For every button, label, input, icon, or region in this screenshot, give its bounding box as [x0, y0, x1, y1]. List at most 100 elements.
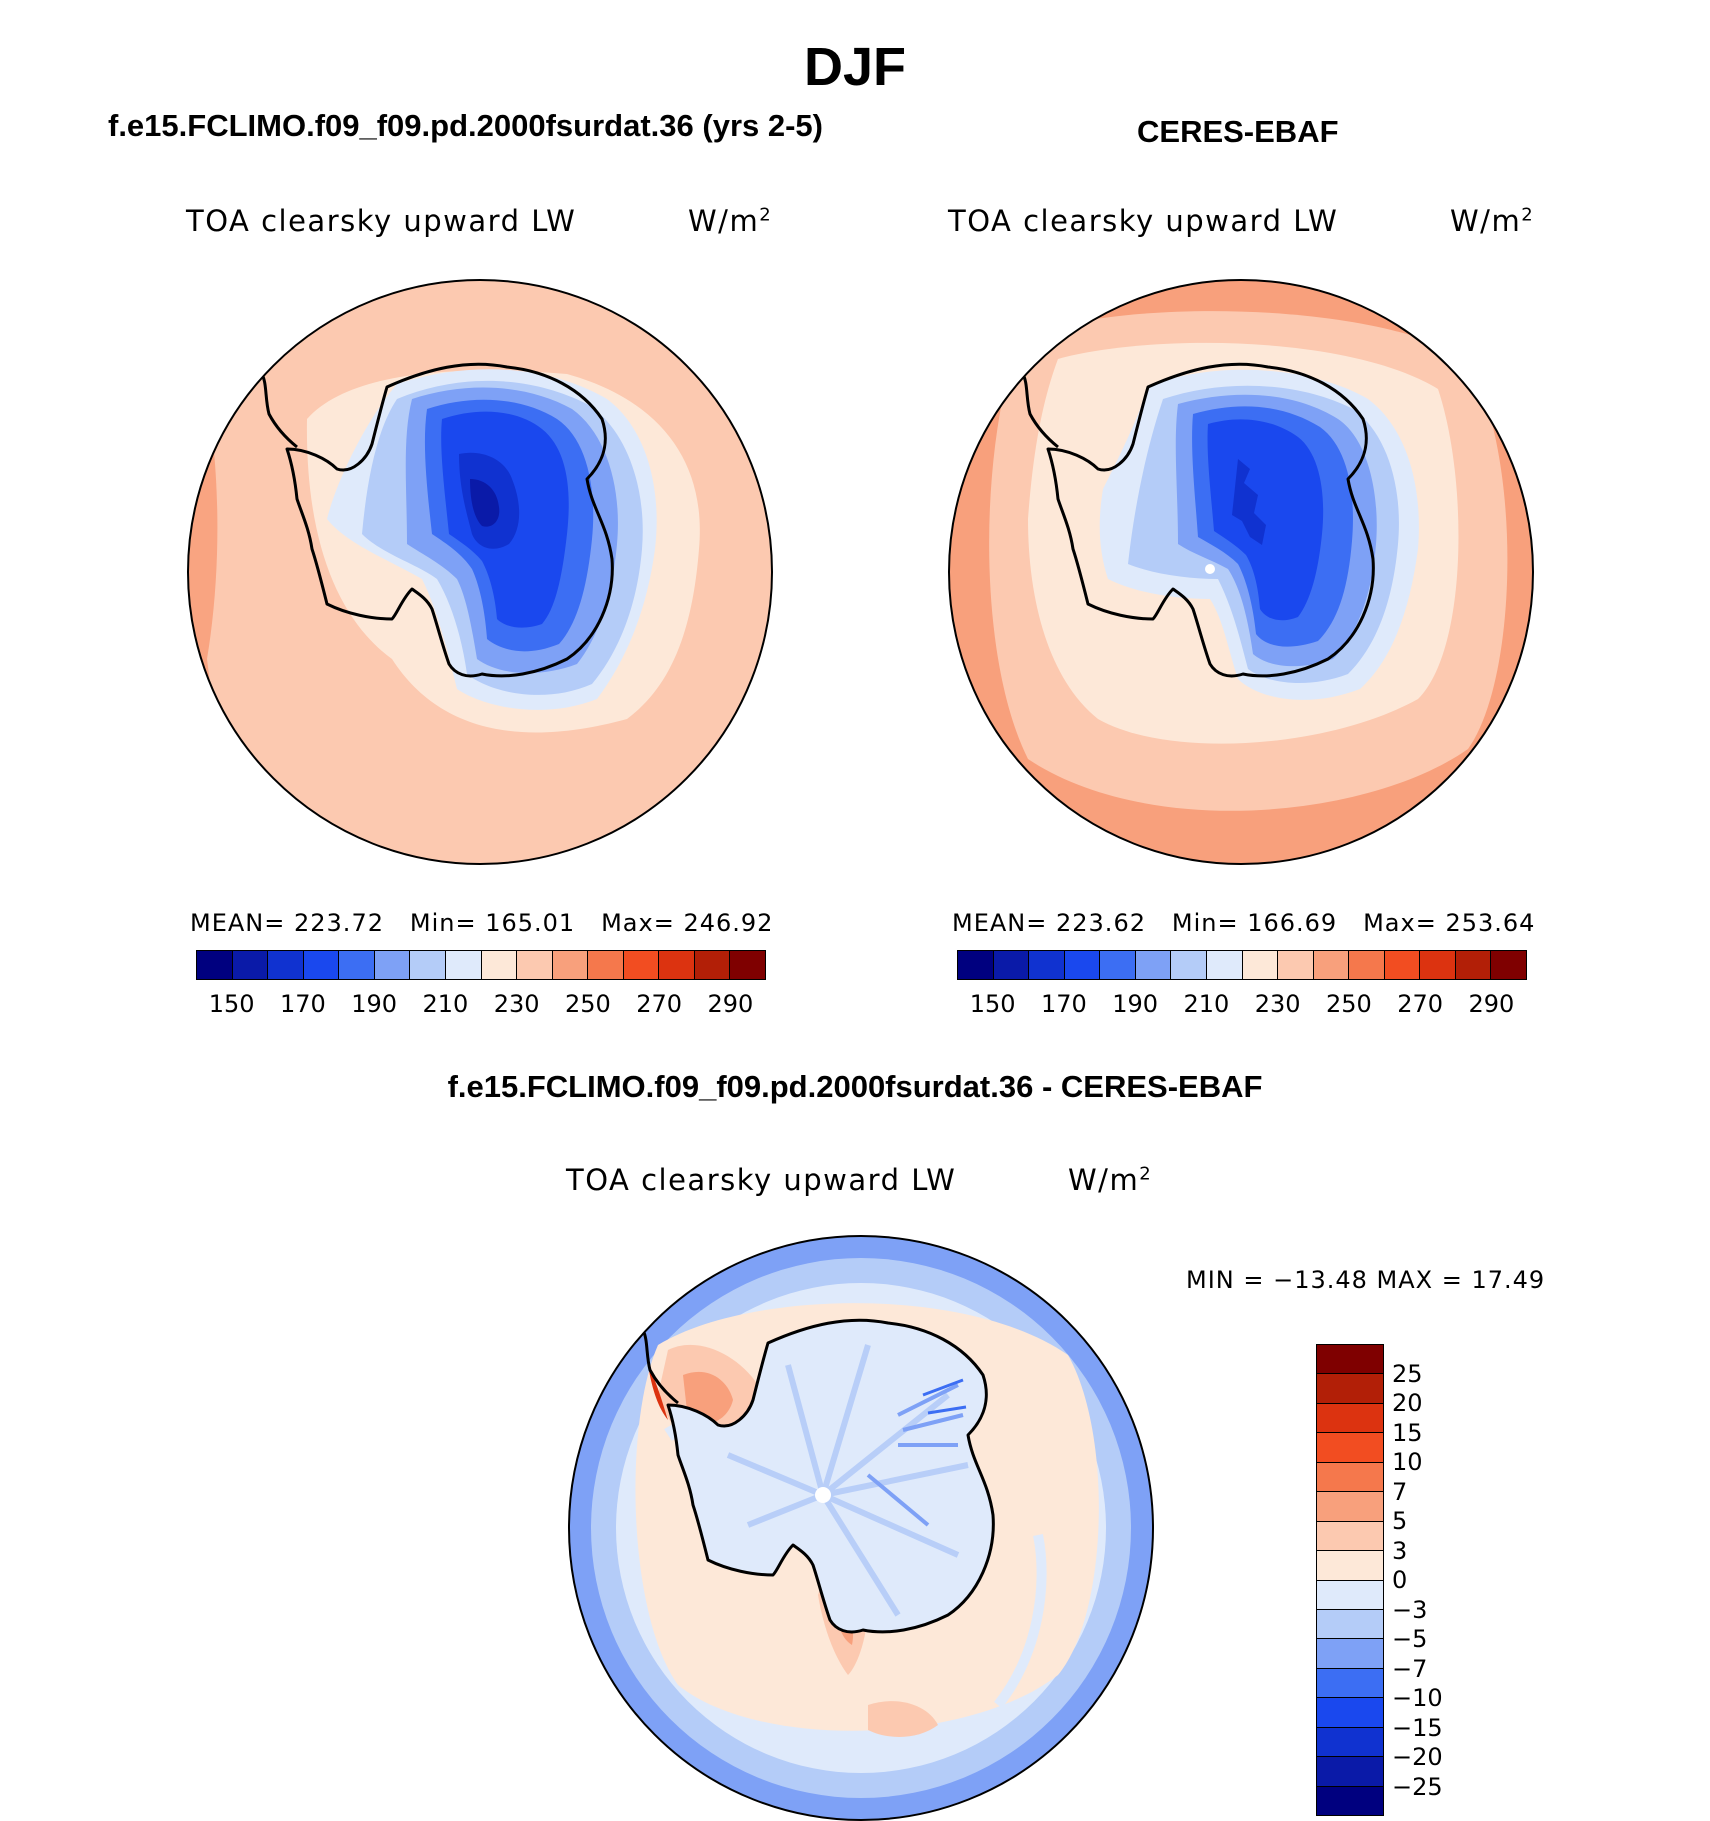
panel-obs-units: W/m2 [1450, 204, 1535, 238]
obs-cbar-swatch-15 [1491, 951, 1526, 979]
obs-cbar-tick-label: 190 [1112, 990, 1159, 1018]
model-cbar-swatch-4 [339, 951, 375, 979]
obs-cbar-tick-label: 270 [1397, 990, 1444, 1018]
model-cbar-swatch-8 [481, 951, 518, 979]
panel-diff-stats: MIN = −13.48 MAX = 17.49 [1186, 1266, 1546, 1294]
panel-obs-colorbar-ticks: 150 170 190 210 230 250 270 290 [957, 990, 1527, 1020]
panel-model-colorbar-ticks: 150 170 190 210 230 250 270 290 [196, 990, 766, 1020]
obs-cbar-tick-label: 230 [1254, 990, 1301, 1018]
obs-cbar-swatch-0 [958, 951, 994, 979]
diff-cbar-swatch-1 [1317, 1374, 1383, 1404]
panel-diff-header: f.e15.FCLIMO.f09_f09.pd.2000fsurdat.36 -… [447, 1069, 1263, 1104]
panel-obs-map [948, 279, 1534, 865]
panel-model-variable: TOA clearsky upward LW [186, 204, 577, 238]
panel-model-map [187, 279, 773, 865]
model-cbar-swatch-7 [445, 951, 482, 979]
model-cbar-swatch-2 [268, 951, 304, 979]
diff-cbar-tick-label: −25 [1392, 1772, 1443, 1801]
model-cbar-tick-label: 210 [422, 990, 469, 1018]
obs-cbar-swatch-2 [1029, 951, 1065, 979]
model-cbar-swatch-12 [623, 951, 660, 979]
diff-cbar-swatch-14 [1317, 1757, 1383, 1787]
model-cbar-swatch-10 [552, 951, 589, 979]
obs-cbar-swatch-14 [1455, 951, 1492, 979]
model-cbar-swatch-3 [303, 951, 340, 979]
panel-obs-colorbar [957, 950, 1527, 980]
diff-cbar-swatch-13 [1317, 1727, 1383, 1758]
obs-cbar-swatch-7 [1206, 951, 1243, 979]
panel-obs-variable: TOA clearsky upward LW [948, 204, 1339, 238]
model-cbar-tick-label: 150 [208, 990, 255, 1018]
diff-cbar-tick-label: 3 [1392, 1536, 1408, 1565]
diff-cbar-tick-label: 7 [1392, 1477, 1408, 1506]
diff-cbar-tick-label: −5 [1392, 1625, 1428, 1653]
model-cbar-tick-label: 250 [564, 990, 611, 1018]
diff-cbar-tick-label: −15 [1392, 1713, 1443, 1742]
diff-cbar-swatch-4 [1317, 1462, 1383, 1493]
obs-cbar-swatch-13 [1420, 951, 1456, 979]
diff-cbar-tick-label: −10 [1392, 1684, 1443, 1712]
diff-cbar-swatch-6 [1317, 1521, 1383, 1552]
diff-cbar-swatch-0 [1317, 1345, 1383, 1375]
model-cbar-tick-label: 190 [351, 990, 398, 1018]
model-cbar-swatch-1 [232, 951, 269, 979]
diff-cbar-tick-label: −7 [1392, 1654, 1428, 1683]
model-cbar-swatch-14 [694, 951, 731, 979]
obs-cbar-swatch-8 [1242, 951, 1279, 979]
panel-obs-stats: MEAN= 223.62 Min= 166.69 Max= 253.64 [952, 909, 1536, 937]
panel-diff-colorbar-ticks: 25 20 15 10 7 5 3 0 −3 −5 −7 −10 −15 −20 −25 [1392, 1344, 1482, 1816]
diff-cbar-swatch-2 [1317, 1403, 1383, 1434]
panel-diff-map [568, 1235, 1154, 1821]
model-cbar-swatch-9 [517, 951, 553, 979]
model-cbar-tick-label: 290 [707, 990, 754, 1018]
obs-cbar-tick-label: 210 [1183, 990, 1230, 1018]
model-cbar-swatch-5 [374, 951, 411, 979]
panel-obs-header: CERES-EBAF [1137, 114, 1339, 149]
panel-diff-units: W/m2 [1068, 1163, 1153, 1197]
obs-cbar-swatch-10 [1313, 951, 1350, 979]
diff-cbar-tick-label: 10 [1392, 1448, 1423, 1476]
diff-cbar-swatch-11 [1317, 1668, 1383, 1699]
obs-cbar-swatch-5 [1135, 951, 1172, 979]
obs-cbar-tick-label: 290 [1468, 990, 1515, 1018]
diff-cbar-swatch-3 [1317, 1433, 1383, 1463]
panel-diff-colorbar [1316, 1344, 1384, 1816]
obs-cbar-swatch-3 [1064, 951, 1101, 979]
figure-title: DJF [803, 37, 906, 97]
obs-cbar-swatch-6 [1171, 951, 1207, 979]
diff-cbar-swatch-8 [1317, 1580, 1383, 1610]
obs-cbar-tick-label: 250 [1325, 990, 1372, 1018]
diff-cbar-swatch-15 [1317, 1786, 1383, 1815]
obs-cbar-swatch-4 [1100, 951, 1136, 979]
obs-cbar-tick-label: 170 [1040, 990, 1087, 1018]
model-cbar-swatch-15 [730, 951, 765, 979]
model-cbar-swatch-6 [410, 951, 446, 979]
model-cbar-swatch-11 [588, 951, 624, 979]
panel-diff-variable: TOA clearsky upward LW [566, 1163, 957, 1197]
obs-cbar-swatch-9 [1278, 951, 1314, 979]
panel-model-units: W/m2 [688, 204, 773, 238]
model-cbar-swatch-0 [197, 951, 233, 979]
model-cbar-swatch-13 [659, 951, 695, 979]
obs-cbar-swatch-1 [993, 951, 1030, 979]
obs-cbar-swatch-12 [1384, 951, 1421, 979]
obs-cbar-swatch-11 [1349, 951, 1385, 979]
model-cbar-tick-label: 230 [493, 990, 540, 1018]
diff-cbar-swatch-7 [1317, 1551, 1383, 1581]
diff-cbar-tick-label: 25 [1392, 1359, 1423, 1388]
diff-cbar-tick-label: 5 [1392, 1507, 1408, 1535]
diff-cbar-tick-label: 15 [1392, 1418, 1423, 1447]
panel-model-header: f.e15.FCLIMO.f09_f09.pd.2000fsurdat.36 (… [108, 108, 823, 143]
model-cbar-tick-label: 270 [636, 990, 683, 1018]
model-cbar-tick-label: 170 [279, 990, 326, 1018]
diff-cbar-tick-label: 0 [1392, 1566, 1408, 1594]
diff-cbar-swatch-12 [1317, 1698, 1383, 1728]
diff-cbar-tick-label: 20 [1392, 1389, 1423, 1417]
diff-cbar-tick-label: −3 [1392, 1595, 1428, 1624]
panel-model-colorbar [196, 950, 766, 980]
diff-cbar-swatch-5 [1317, 1492, 1383, 1522]
diff-cbar-tick-label: −20 [1392, 1743, 1443, 1771]
diff-cbar-swatch-10 [1317, 1639, 1383, 1669]
diff-cbar-swatch-9 [1317, 1609, 1383, 1640]
panel-model-stats: MEAN= 223.72 Min= 165.01 Max= 246.92 [190, 909, 774, 937]
